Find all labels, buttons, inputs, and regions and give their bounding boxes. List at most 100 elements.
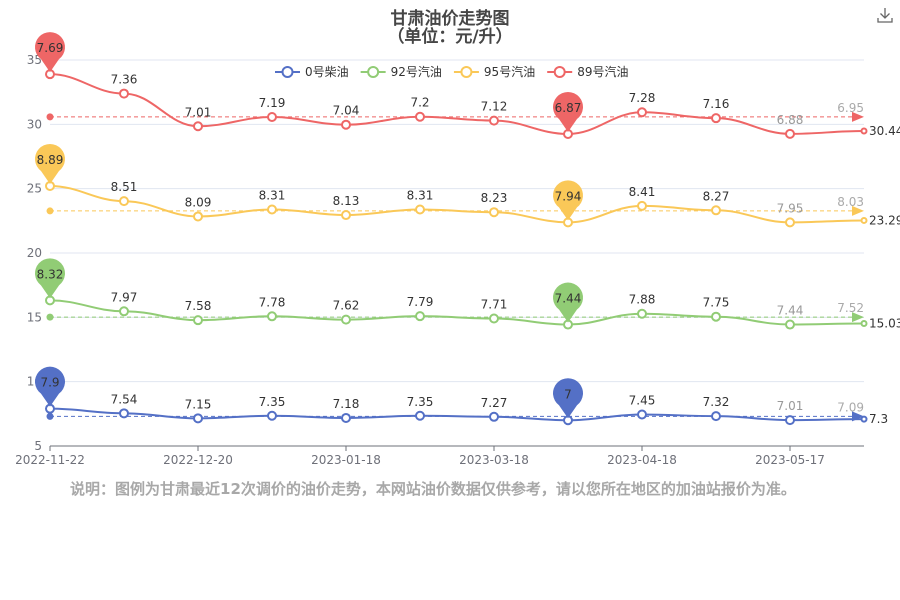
series-2-point[interactable]	[415, 204, 425, 215]
series-3-point[interactable]	[637, 107, 647, 118]
y-tick-label: 5	[34, 439, 42, 453]
y-tick-label: 25	[27, 182, 42, 196]
series-3-data-label: 6.88	[777, 113, 804, 127]
legend-marker-0[interactable]	[281, 66, 294, 78]
series-2-line	[49, 184, 865, 224]
series-2-avg-start	[46, 207, 54, 215]
series-2-data-label: 8.13	[333, 194, 360, 208]
series-0-point[interactable]	[711, 411, 721, 422]
series-2-avg-arrow	[852, 205, 864, 216]
series-3-point[interactable]	[711, 113, 721, 124]
x-tick-label: 2023-03-18	[459, 453, 529, 467]
series-0-end-label: 7.3	[869, 412, 888, 426]
series-2-point[interactable]	[860, 216, 868, 224]
series-3-point[interactable]	[785, 128, 795, 139]
series-1-data-label: 7.97	[111, 290, 138, 304]
legend-marker-3[interactable]	[553, 66, 566, 78]
series-1-data-label: 7.88	[629, 293, 656, 307]
series-0-point[interactable]	[341, 412, 351, 423]
series-1-data-label: 7.58	[185, 299, 212, 313]
legend-marker-2[interactable]	[460, 66, 473, 78]
series-2-max-pin	[35, 143, 65, 184]
series-1-point[interactable]	[860, 320, 868, 328]
series-0-point[interactable]	[637, 409, 647, 420]
series-1-point[interactable]	[637, 308, 647, 319]
series-3-min-label: 6.87	[555, 101, 582, 115]
x-tick-label: 2023-05-17	[755, 453, 825, 467]
legend-item-1[interactable]: 92号汽油	[391, 64, 442, 79]
series-2-point[interactable]	[193, 211, 203, 222]
series-0-data-label: 7.15	[185, 397, 212, 411]
series-1-end-label: 15.03	[869, 317, 900, 331]
series-3-point[interactable]	[415, 111, 425, 122]
legend-item-2[interactable]: 95号汽油	[484, 64, 535, 79]
series-3-point[interactable]	[860, 127, 868, 135]
series-1-data-label: 7.71	[481, 297, 508, 311]
series-2-min-label: 7.94	[555, 189, 582, 203]
series-0-min-pin	[553, 378, 584, 419]
series-2-point[interactable]	[341, 210, 351, 221]
series-3-max-pin	[35, 32, 65, 73]
series-1-point[interactable]	[267, 311, 277, 322]
series-3-data-label: 7.36	[111, 73, 138, 87]
series-0-point[interactable]	[119, 408, 129, 419]
series-0-line	[49, 407, 865, 422]
series-1-point[interactable]	[341, 314, 351, 325]
series-3-data-label: 7.19	[259, 96, 286, 110]
series-2-point[interactable]	[785, 217, 795, 228]
series-3-point[interactable]	[489, 115, 499, 126]
series-3-data-label: 7.01	[185, 105, 212, 119]
series-2-data-label: 8.09	[185, 195, 212, 209]
download-icon[interactable]	[876, 6, 894, 24]
series-3-point[interactable]	[193, 121, 203, 132]
series-0-avg-start	[46, 412, 54, 420]
series-1-data-label: 7.78	[259, 295, 286, 309]
series-3-data-label: 7.2	[410, 96, 429, 110]
series-1-point[interactable]	[489, 313, 499, 324]
series-1-data-label: 7.75	[703, 296, 730, 310]
chart-subtitle: （单位：元/升）	[387, 27, 513, 47]
series-1-max-label: 8.32	[37, 267, 64, 281]
series-0-data-label: 7.54	[111, 392, 138, 406]
chart-title: 甘肃油价走势图	[390, 9, 510, 29]
series-3-avg-start	[46, 113, 54, 121]
series-1-avg-label: 7.52	[837, 301, 864, 315]
series-3-point[interactable]	[267, 111, 277, 122]
series-3-point[interactable]	[341, 119, 351, 130]
series-1-point[interactable]	[119, 306, 129, 317]
series-3-avg-label: 6.95	[837, 101, 864, 115]
legend-marker-1[interactable]	[367, 66, 380, 78]
series-2-data-label: 7.95	[777, 201, 804, 215]
series-0-point[interactable]	[193, 413, 203, 424]
series-1-point[interactable]	[711, 311, 721, 322]
series-2-point[interactable]	[637, 200, 647, 211]
series-0-point[interactable]	[785, 415, 795, 426]
series-0-data-label: 7.18	[333, 397, 360, 411]
series-1-point[interactable]	[785, 319, 795, 330]
series-0-point[interactable]	[415, 410, 425, 421]
series-2-point[interactable]	[267, 204, 277, 215]
series-3-point[interactable]	[119, 88, 129, 99]
series-3-avg-arrow	[852, 111, 864, 122]
legend-item-0[interactable]: 0号柴油	[305, 65, 349, 79]
series-0-point[interactable]	[860, 415, 868, 423]
series-2-data-label: 8.27	[703, 189, 730, 203]
series-1-point[interactable]	[415, 311, 425, 322]
series-2-point[interactable]	[119, 196, 129, 207]
x-tick-label: 2022-12-20	[163, 453, 233, 467]
series-0-point[interactable]	[267, 410, 277, 421]
series-0-data-label: 7.35	[407, 395, 434, 409]
series-1-point[interactable]	[193, 315, 203, 326]
series-2-data-label: 8.41	[629, 185, 656, 199]
series-3-min-pin	[553, 91, 584, 132]
series-2-point[interactable]	[711, 205, 721, 216]
legend-item-3[interactable]: 89号汽油	[577, 64, 628, 79]
chart-note: 说明：图例为甘肃最近12次调价的油价走势，本网站油价数据仅供参考，请以您所在地区…	[70, 480, 796, 498]
x-tick-label: 2023-04-18	[607, 453, 677, 467]
series-2-point[interactable]	[489, 207, 499, 218]
series-3-data-label: 7.12	[481, 100, 508, 114]
series-0-point[interactable]	[489, 411, 499, 422]
series-0-avg-label: 7.09	[837, 400, 864, 414]
y-tick-label: 20	[27, 246, 42, 260]
series-2-data-label: 8.23	[481, 191, 508, 205]
